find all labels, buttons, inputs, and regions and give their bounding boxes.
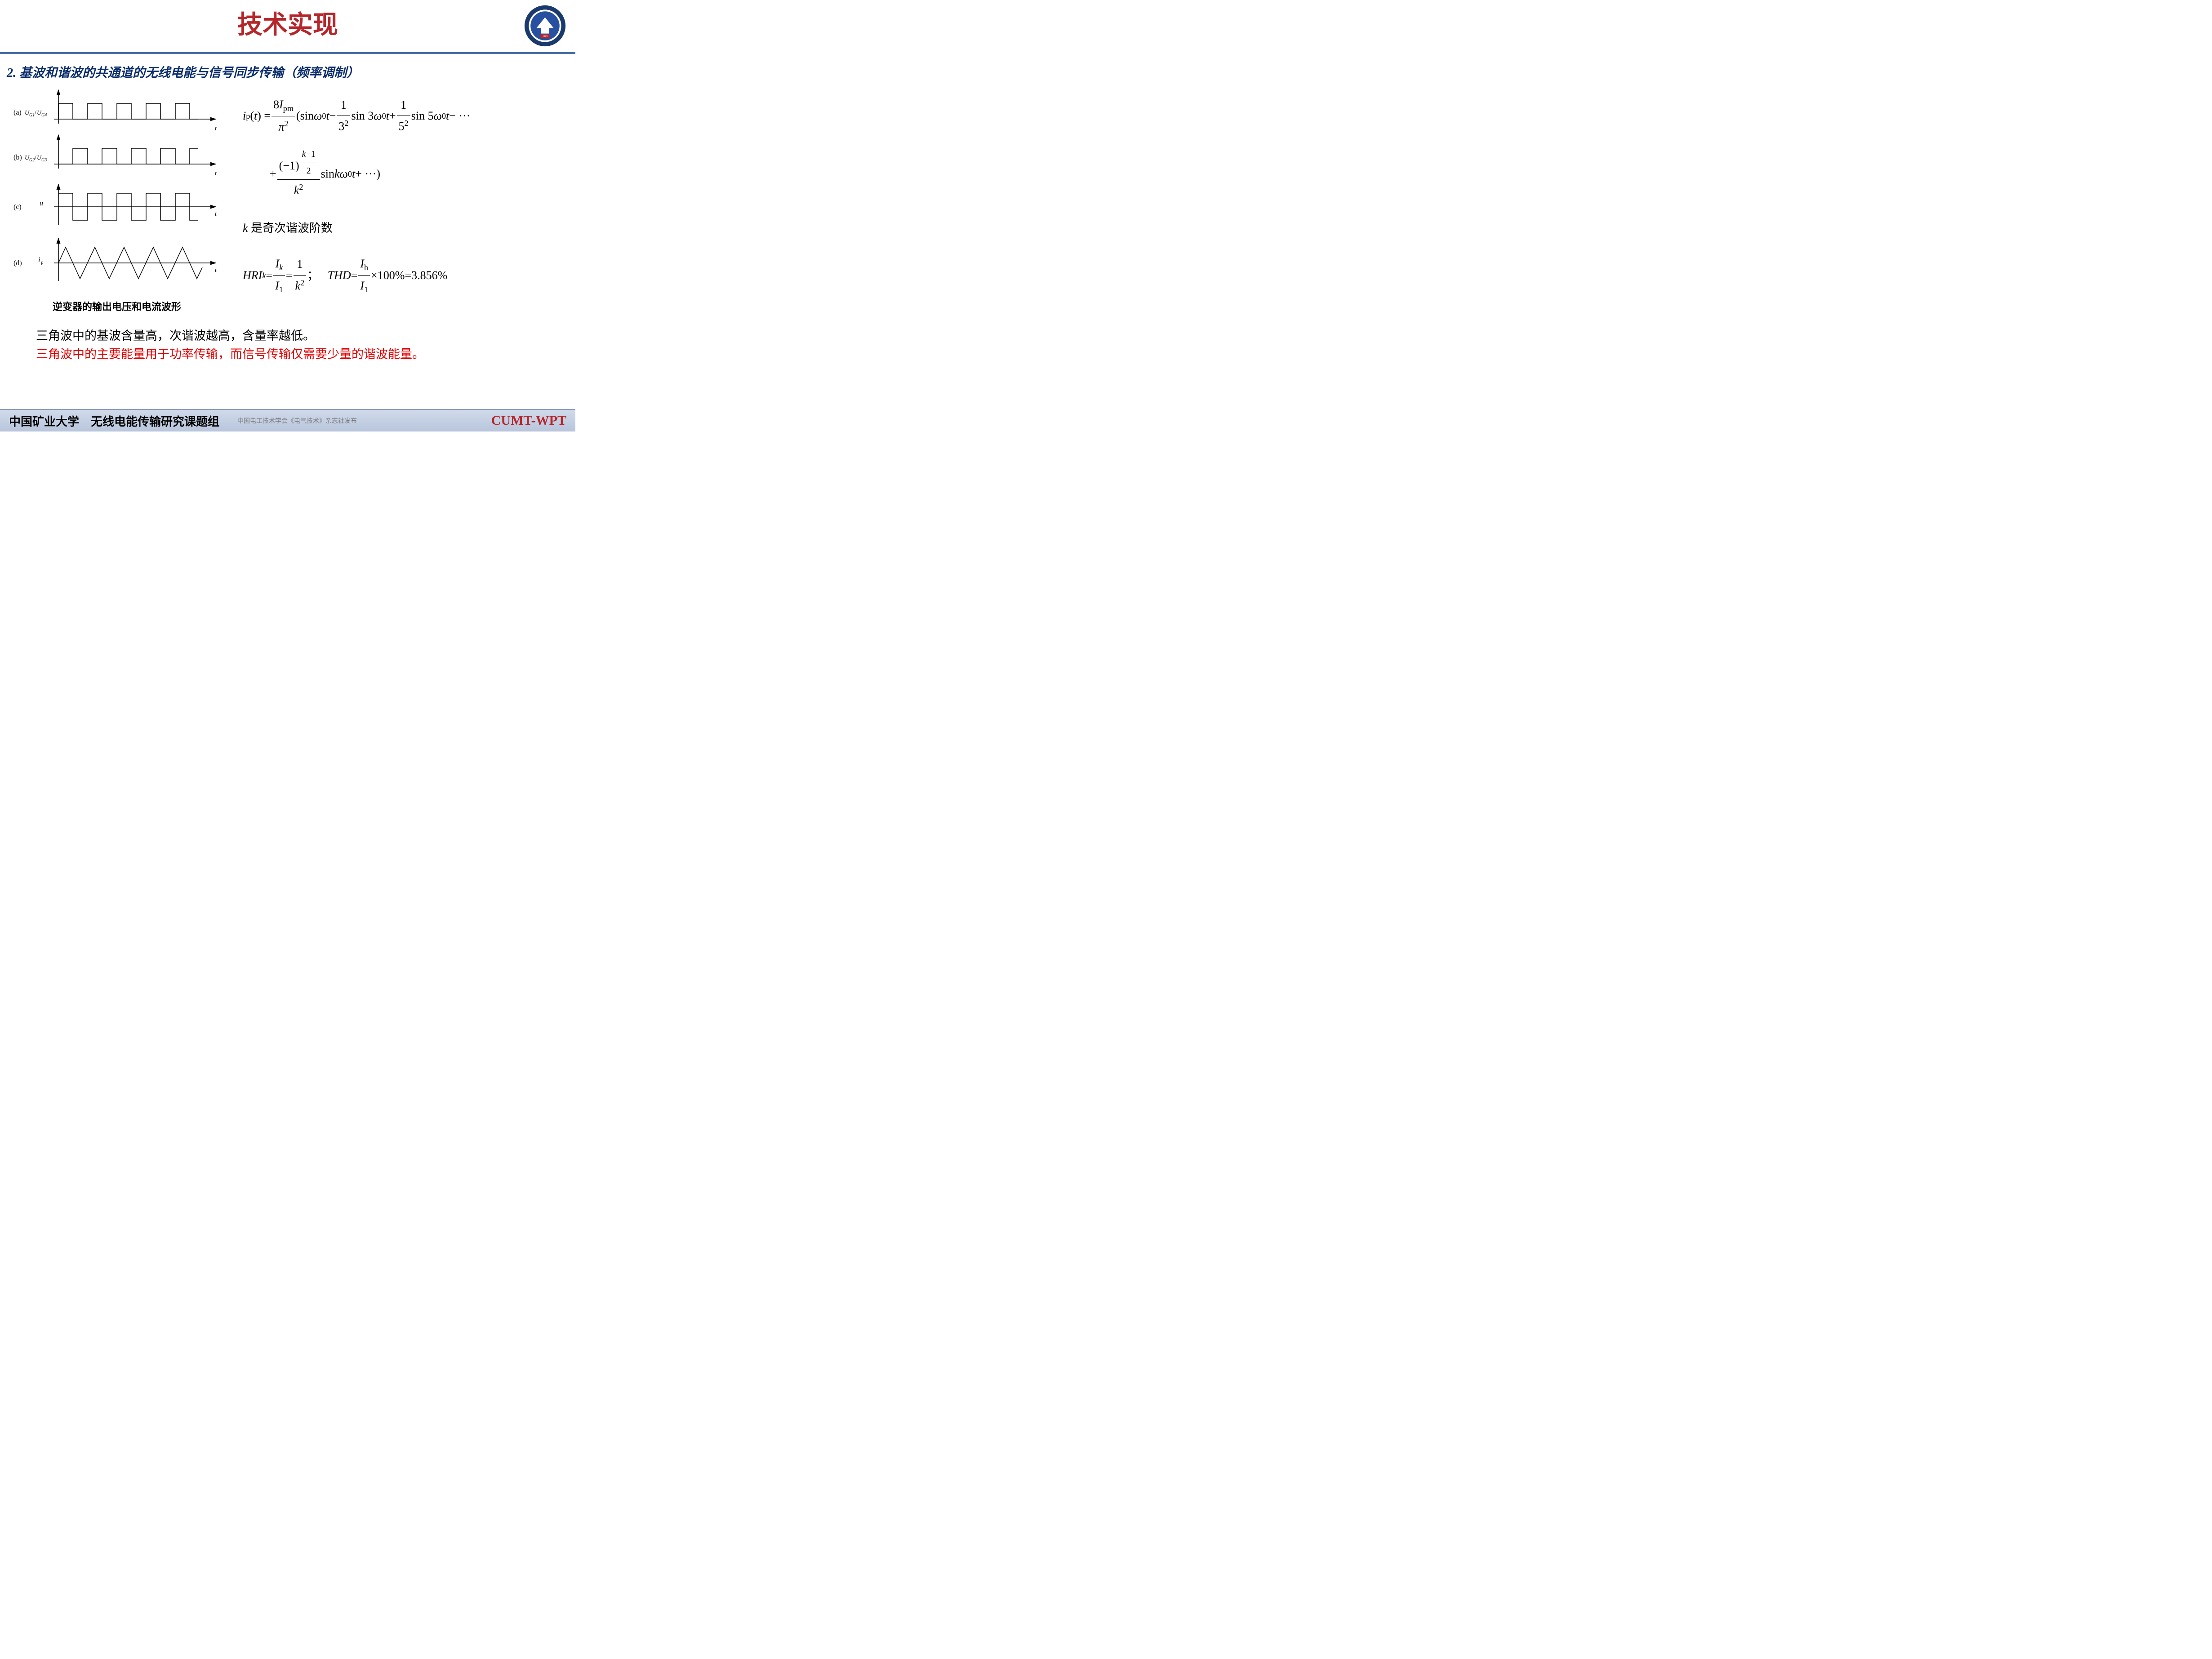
svg-text:/: /: [35, 155, 36, 161]
summary-line-1: 三角波中的基波含量高，次谐波越高，含量率越低。: [36, 327, 548, 345]
svg-text:1909: 1909: [543, 35, 548, 38]
svg-text:G2: G2: [29, 158, 35, 163]
svg-text:p: p: [41, 260, 44, 265]
slide-header: 技术实现 1909: [0, 0, 575, 54]
svg-text:t: t: [215, 125, 217, 132]
footer-institution: 中国矿业大学 无线电能传输研究课题组: [9, 413, 219, 429]
waveform-column: (a) U G1 / U G4 t (b) U G2 / U G3: [9, 85, 225, 313]
section-number: 2.: [7, 66, 16, 80]
svg-text:(d): (d): [13, 259, 22, 267]
k-definition: k 是奇次谐波阶数: [243, 219, 566, 236]
svg-text:G1: G1: [29, 113, 35, 118]
equation-column: ip(t) = 8Ipm π2 (sin ω0t − 132 sin 3ω0t …: [225, 85, 566, 313]
waveform-diagram: (a) U G1 / U G4 t (b) U G2 / U G3: [9, 85, 225, 292]
content-area: (a) U G1 / U G4 t (b) U G2 / U G3: [0, 85, 575, 313]
footer-publisher: 中国电工技术学会《电气技术》杂志社发布: [237, 416, 357, 425]
slide-footer: 中国矿业大学 无线电能传输研究课题组 中国电工技术学会《电气技术》杂志社发布 C…: [0, 409, 575, 431]
svg-text:i: i: [38, 256, 40, 264]
summary-text: 三角波中的基波含量高，次谐波越高，含量率越低。 三角波中的主要能量用于功率传输，…: [36, 327, 548, 363]
section-title-text: 基波和谐波的共通道的无线电能与信号同步传输（频率调制）: [19, 66, 359, 80]
footer-brand: CUMT-WPT: [491, 413, 566, 428]
waveform-caption: 逆变器的输出电压和电流波形: [9, 299, 225, 313]
equation-ip-series: ip(t) = 8Ipm π2 (sin ω0t − 132 sin 3ω0t …: [243, 94, 566, 138]
svg-text:(c): (c): [13, 203, 22, 211]
slide-title: 技术实现: [0, 4, 575, 41]
k-note-text: 是奇次谐波阶数: [251, 222, 333, 235]
svg-text:(b): (b): [13, 154, 22, 161]
svg-text:t: t: [215, 267, 217, 274]
equation-hri-thd: HRIk = IkI1 = 1k2 ； THD = IhI1 ×100%=3.8…: [243, 254, 566, 297]
svg-text:/: /: [35, 110, 36, 116]
university-logo-icon: 1909: [524, 4, 566, 47]
summary-line-2: 三角波中的主要能量用于功率传输，而信号传输仅需要少量的谐波能量。: [36, 345, 548, 364]
svg-text:G3: G3: [41, 158, 47, 163]
svg-text:u: u: [40, 200, 43, 207]
svg-text:t: t: [215, 211, 217, 218]
svg-text:(a): (a): [13, 109, 22, 116]
svg-text:G4: G4: [41, 113, 47, 118]
section-heading: 2. 基波和谐波的共通道的无线电能与信号同步传输（频率调制）: [7, 63, 575, 81]
equation-ip-general: + (−1)k−12 k2 sin kω0t + ···): [243, 147, 566, 201]
svg-text:t: t: [215, 170, 217, 177]
